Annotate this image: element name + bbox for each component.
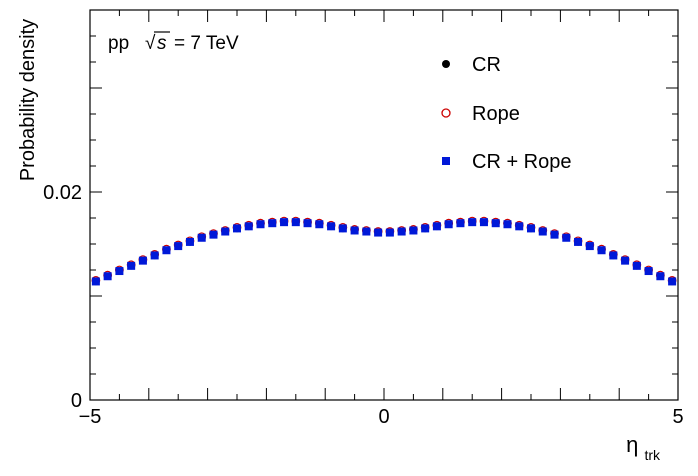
data-point	[468, 218, 477, 227]
data-point	[609, 251, 618, 260]
series-0	[92, 218, 676, 286]
data-point	[538, 227, 547, 236]
data-point	[479, 218, 488, 227]
data-point	[315, 220, 324, 229]
data-point	[668, 277, 677, 286]
x-axis-label: η trk	[626, 432, 661, 463]
data-point	[303, 219, 312, 228]
data-point	[221, 227, 230, 236]
data-point	[444, 220, 453, 229]
data-point	[280, 218, 289, 227]
y-axis-ticks: 00.02	[43, 9, 678, 412]
data-point	[585, 242, 594, 251]
data-point	[374, 228, 383, 237]
data-point	[244, 222, 253, 231]
x-tick-label: 0	[378, 406, 389, 428]
x-axis-ticks: −5 0 5	[79, 10, 684, 428]
data-point	[174, 242, 183, 251]
y-tick-label: 0.02	[43, 182, 82, 204]
data-point	[91, 277, 100, 286]
annotation-energy: = 7 TeV	[174, 33, 239, 54]
legend-item-rope: Rope	[441, 103, 520, 125]
data-point	[162, 246, 171, 255]
data-point	[397, 227, 406, 236]
data-point	[621, 256, 630, 265]
annotation-sqrt-symbol: √	[145, 33, 156, 54]
data-point	[150, 251, 159, 260]
x-tick-label: −5	[79, 406, 102, 428]
data-point	[515, 222, 524, 231]
data-point	[256, 220, 265, 229]
data-point	[327, 222, 336, 231]
data-point	[491, 219, 500, 228]
annotation-pp: pp	[108, 33, 129, 54]
series-layer	[91, 216, 677, 286]
data-point	[350, 226, 359, 235]
data-point	[574, 237, 583, 246]
data-point	[550, 230, 559, 239]
legend-item-cr: CR	[442, 54, 501, 76]
data-point	[456, 219, 465, 228]
legend-marker-rope	[441, 108, 451, 118]
data-point	[421, 224, 430, 233]
legend-marker-cr-rope	[442, 157, 450, 165]
data-point	[209, 230, 218, 239]
data-point	[291, 218, 300, 227]
data-point	[527, 224, 535, 233]
data-point	[644, 267, 653, 276]
data-point	[115, 267, 124, 276]
legend-label-cr-rope: CR + Rope	[472, 151, 572, 173]
legend: CR Rope CR + Rope	[441, 54, 572, 173]
legend-marker-cr	[442, 60, 450, 68]
data-point	[127, 261, 136, 270]
data-point	[503, 220, 512, 229]
y-tick-label: 0	[71, 390, 82, 412]
data-point	[338, 224, 347, 233]
series-2	[91, 218, 677, 286]
data-point	[562, 233, 571, 242]
legend-item-cr-rope: CR + Rope	[442, 151, 572, 173]
annotation-s: s	[157, 33, 167, 54]
legend-label-rope: Rope	[472, 103, 520, 125]
legend-label-cr: CR	[472, 54, 501, 76]
data-point	[233, 224, 241, 233]
x-axis-label-main: η	[626, 432, 638, 457]
x-axis-label-sub: trk	[644, 447, 661, 463]
data-point	[432, 222, 441, 231]
x-tick-label: 5	[672, 406, 683, 428]
data-point	[197, 233, 206, 242]
data-point	[362, 227, 371, 236]
y-axis-label: Probability density	[17, 19, 39, 181]
data-point	[103, 272, 112, 281]
data-point	[597, 246, 606, 255]
data-point	[632, 261, 641, 270]
data-point	[185, 237, 194, 246]
data-point	[268, 219, 277, 228]
data-point	[656, 272, 665, 281]
plot-frame	[89, 9, 679, 401]
data-point	[385, 228, 394, 237]
energy-annotation: pp √ s = 7 TeV	[108, 31, 239, 54]
data-point	[138, 256, 147, 265]
data-point	[409, 226, 418, 235]
series-1	[91, 216, 677, 285]
